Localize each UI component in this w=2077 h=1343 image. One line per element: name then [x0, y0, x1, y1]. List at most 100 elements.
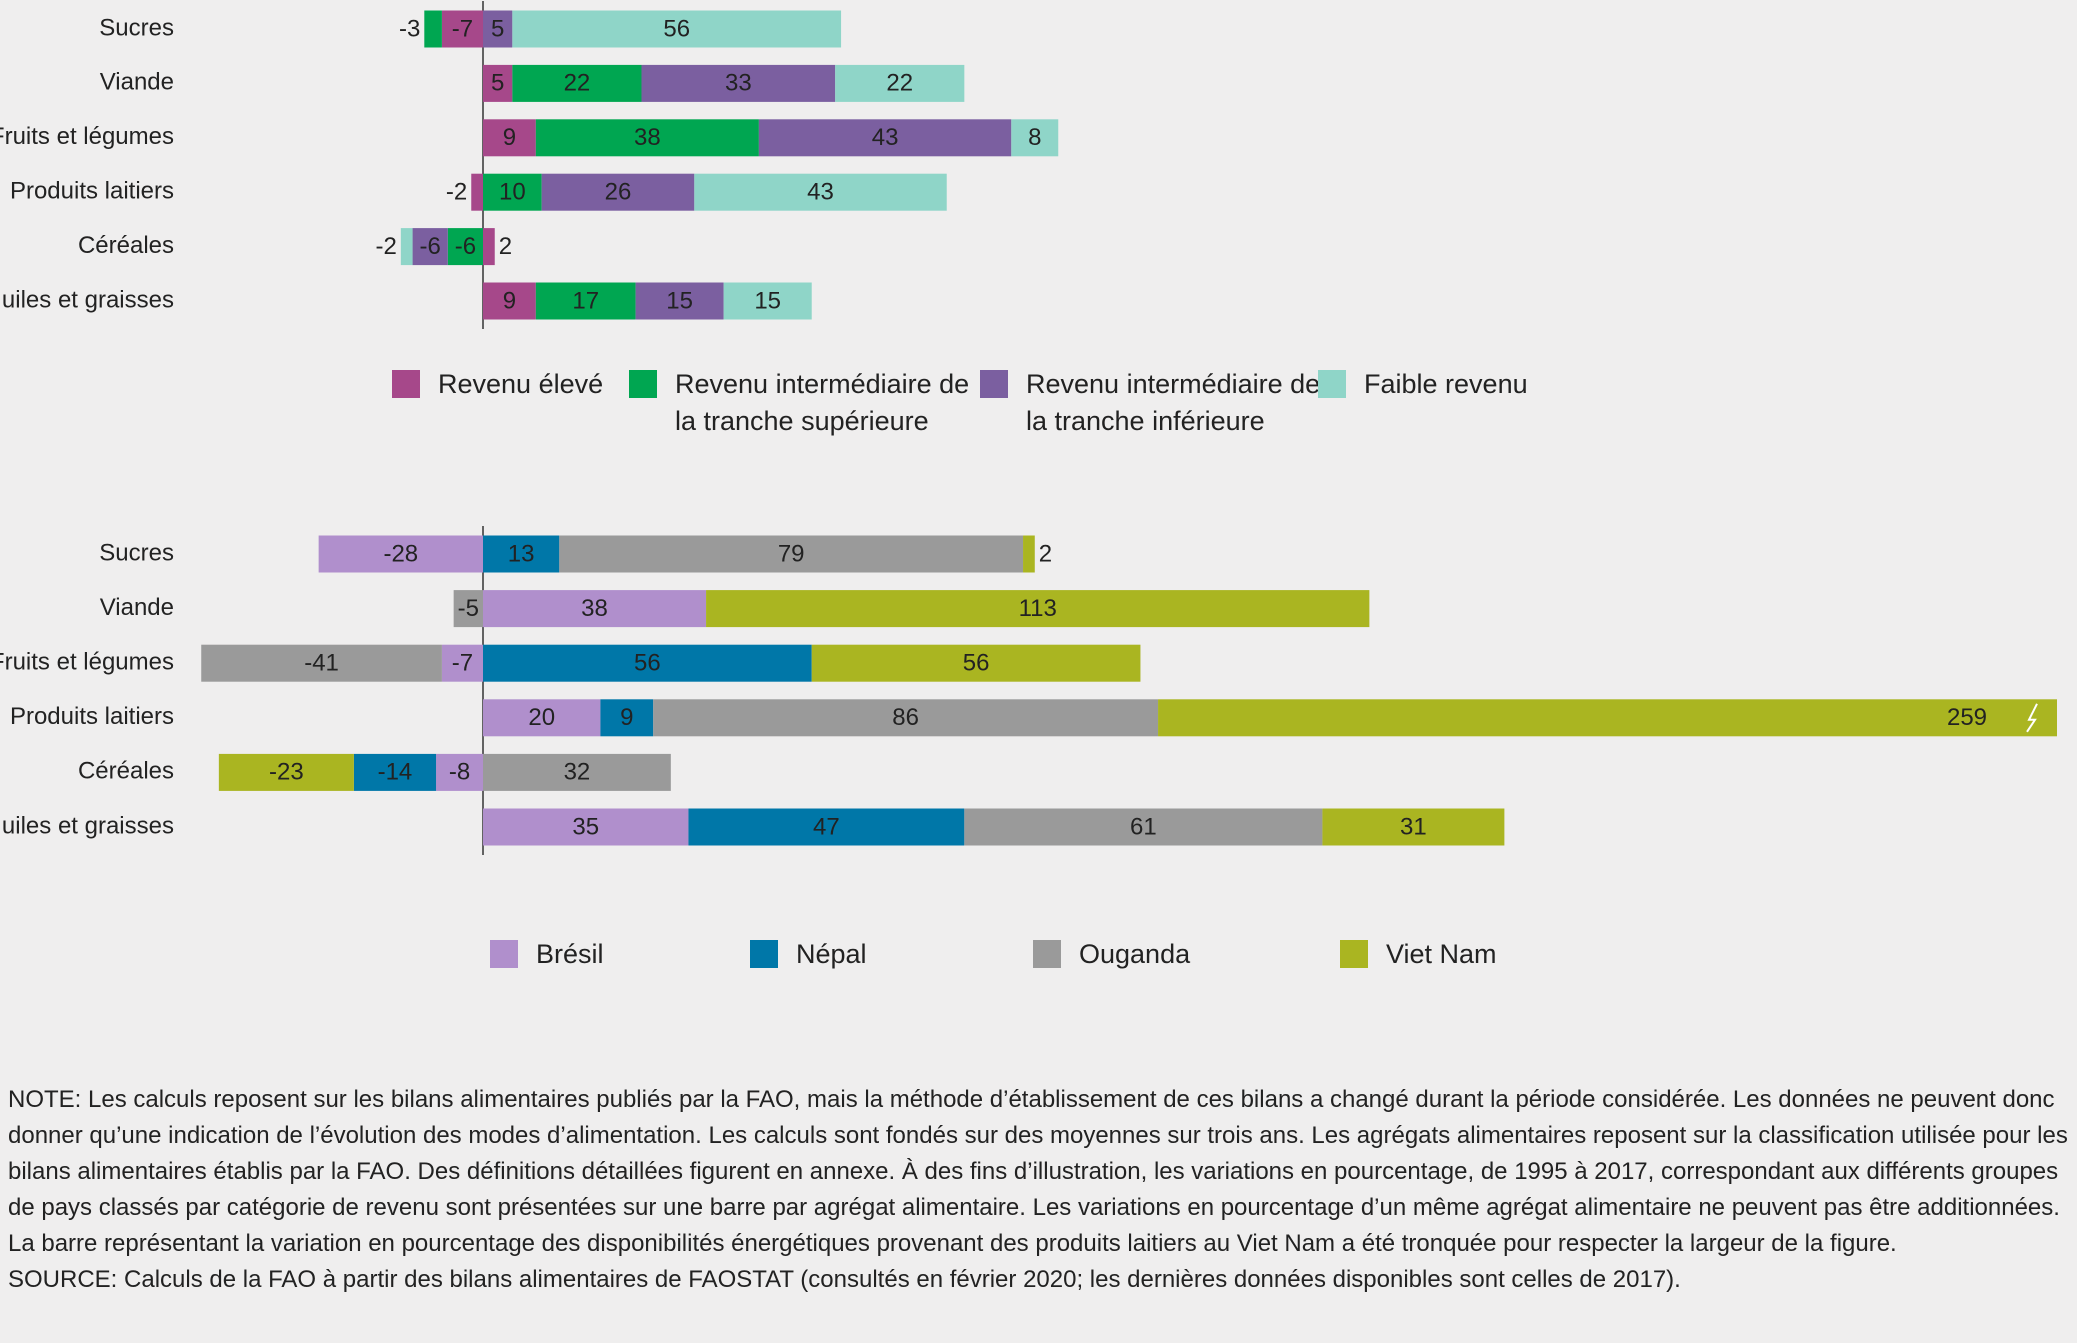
- bar-segment: [218, 753, 354, 791]
- legend-item: Revenu intermédiaire de la tranche infér…: [980, 366, 1326, 440]
- value-label: 56: [634, 650, 661, 677]
- bar-segment: [441, 644, 483, 682]
- legend-item: Brésil: [490, 936, 836, 973]
- legend-swatch: [1033, 940, 1061, 968]
- value-label: -7: [452, 15, 473, 42]
- legend-swatch: [1340, 940, 1368, 968]
- legend-item: Ouganda: [1033, 936, 1379, 973]
- bar-segment: [483, 228, 495, 266]
- bar-segment: [412, 228, 448, 266]
- legend-label: Revenu élevé: [438, 369, 604, 399]
- value-label: 9: [503, 124, 516, 151]
- value-label: 13: [508, 540, 535, 567]
- legend-swatch: [392, 370, 420, 398]
- value-label: -6: [455, 233, 476, 260]
- value-label: 26: [605, 179, 632, 206]
- legend-label: Brésil: [536, 939, 604, 969]
- value-label: 43: [872, 124, 899, 151]
- legend-item: Faible revenu: [1318, 366, 1664, 403]
- bar-segment: [512, 64, 642, 102]
- value-label: 5: [491, 15, 504, 42]
- legend-label: Revenu intermédiaire de la tranche infér…: [1026, 369, 1321, 436]
- value-label: -3: [399, 15, 420, 42]
- bar-segment: [641, 64, 836, 102]
- category-label: Viande: [100, 594, 174, 621]
- bar-segment: [353, 753, 437, 791]
- bar-segment: [471, 173, 483, 211]
- value-label: 79: [778, 540, 805, 567]
- source: SOURCE: Calculs de la FAO à partir des b…: [8, 1266, 1681, 1293]
- value-label: 2: [499, 233, 512, 260]
- value-label: 38: [581, 595, 608, 622]
- bar-segment: [964, 808, 1323, 846]
- bar-segment: [541, 173, 695, 211]
- value-label: 61: [1130, 813, 1157, 840]
- bar-segment: [559, 535, 1024, 573]
- value-label: 10: [499, 179, 526, 206]
- category-label: Fruits et légumes: [0, 123, 174, 150]
- bar-segment: [694, 173, 947, 211]
- legend-label: Revenu intermédiaire de la tranche supér…: [675, 369, 970, 436]
- bar-segment: [483, 173, 542, 211]
- category-label: Céréales: [78, 232, 174, 259]
- bar-segment: [483, 282, 536, 320]
- value-label: -14: [378, 759, 413, 786]
- legend-swatch: [490, 940, 518, 968]
- value-label: 31: [1400, 813, 1427, 840]
- value-label: 5: [491, 70, 504, 97]
- value-label: 9: [503, 287, 516, 314]
- category-label: Huiles et graisses: [0, 286, 174, 313]
- legend-swatch: [629, 370, 657, 398]
- value-label: 22: [886, 70, 913, 97]
- value-label: 35: [572, 813, 599, 840]
- value-label: 47: [813, 813, 840, 840]
- bar-segment: [535, 282, 636, 320]
- legend-item: Népal: [750, 936, 1096, 973]
- bar-segment: [400, 228, 413, 266]
- legend-item: Revenu intermédiaire de la tranche supér…: [629, 366, 975, 440]
- bar-segment: [600, 699, 654, 737]
- value-label: -8: [449, 759, 470, 786]
- value-label: -6: [419, 233, 440, 260]
- value-label: 33: [725, 70, 752, 97]
- value-label: -41: [304, 650, 339, 677]
- category-label: Viande: [100, 69, 174, 96]
- bar-segment: [483, 119, 536, 157]
- legend-label: Ouganda: [1079, 939, 1191, 969]
- value-label: 17: [572, 287, 599, 314]
- legend-item: Viet Nam: [1340, 936, 1686, 973]
- value-label: 43: [807, 179, 834, 206]
- value-label: -5: [458, 595, 479, 622]
- value-label: 2: [1039, 540, 1052, 567]
- bar-segment: [436, 753, 483, 791]
- value-label: 38: [634, 124, 661, 151]
- value-label: 32: [564, 759, 591, 786]
- value-label: 8: [1028, 124, 1041, 151]
- bar-segment: [453, 590, 483, 628]
- category-label: Huiles et graisses: [0, 812, 174, 839]
- value-label: 9: [620, 704, 633, 731]
- value-label: 113: [1019, 595, 1057, 622]
- bar-segment: [535, 119, 759, 157]
- bar-segment: [201, 644, 442, 682]
- value-label: -23: [269, 759, 304, 786]
- bar-segment: [1011, 119, 1059, 157]
- bar-segment: [811, 644, 1141, 682]
- bar-segment: [706, 590, 1370, 628]
- bar-segment: [483, 808, 689, 846]
- bar-segment: [483, 699, 601, 737]
- value-label: 20: [528, 704, 555, 731]
- bar-segment: [653, 699, 1159, 737]
- category-label: Céréales: [78, 758, 174, 785]
- legend-label: Faible revenu: [1364, 369, 1528, 399]
- bar-segment: [483, 590, 707, 628]
- bar-segment: [1158, 699, 2057, 737]
- bar-segment: [483, 535, 560, 573]
- legend-label: Viet Nam: [1386, 939, 1497, 969]
- bar-segment: [723, 282, 812, 320]
- value-label: 259: [1947, 704, 1987, 731]
- bar-segment: [483, 644, 812, 682]
- note: NOTE: Les calculs reposent sur les bilan…: [8, 1086, 2068, 1257]
- value-label: -2: [375, 233, 396, 260]
